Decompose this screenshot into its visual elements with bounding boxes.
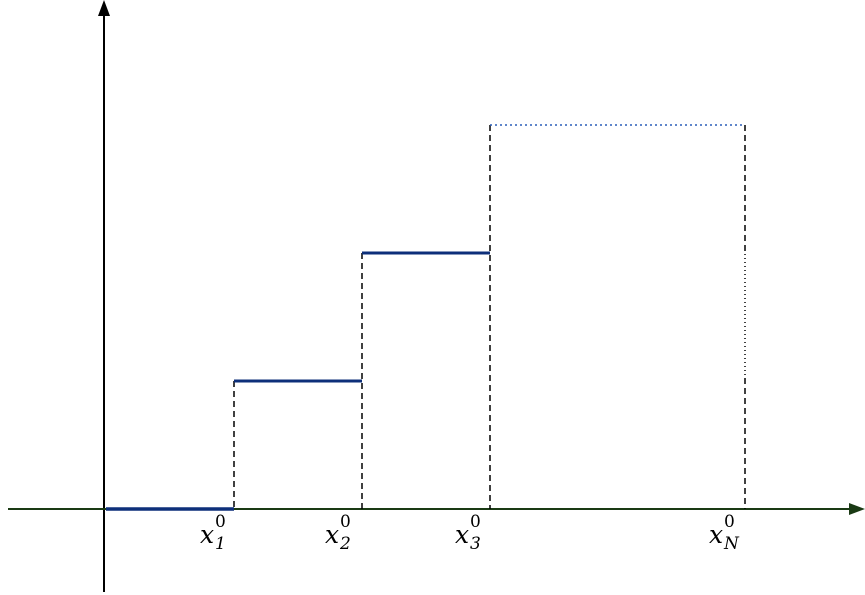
x-axis-arrowhead: [849, 503, 865, 515]
label-x1: x 0 1: [200, 514, 226, 553]
label-xN-sub: N: [724, 534, 739, 554]
label-x2-sub: 2: [340, 534, 351, 554]
y-axis-arrowhead: [98, 0, 110, 16]
label-xN: x 0 N: [709, 514, 739, 553]
label-x2-base: x: [325, 520, 340, 549]
label-x3-base: x: [455, 520, 470, 549]
label-x3-sub: 3: [470, 534, 481, 554]
label-x1-sup: 0: [215, 512, 226, 532]
label-x1-sub: 1: [215, 534, 226, 554]
label-xN-base: x: [709, 520, 724, 549]
label-x3-sup: 0: [470, 512, 481, 532]
label-x3: x 0 3: [455, 514, 481, 553]
label-x2-sup: 0: [340, 512, 351, 532]
label-xN-sup: 0: [724, 512, 735, 532]
label-x1-base: x: [200, 520, 215, 549]
label-x2: x 0 2: [325, 514, 351, 553]
